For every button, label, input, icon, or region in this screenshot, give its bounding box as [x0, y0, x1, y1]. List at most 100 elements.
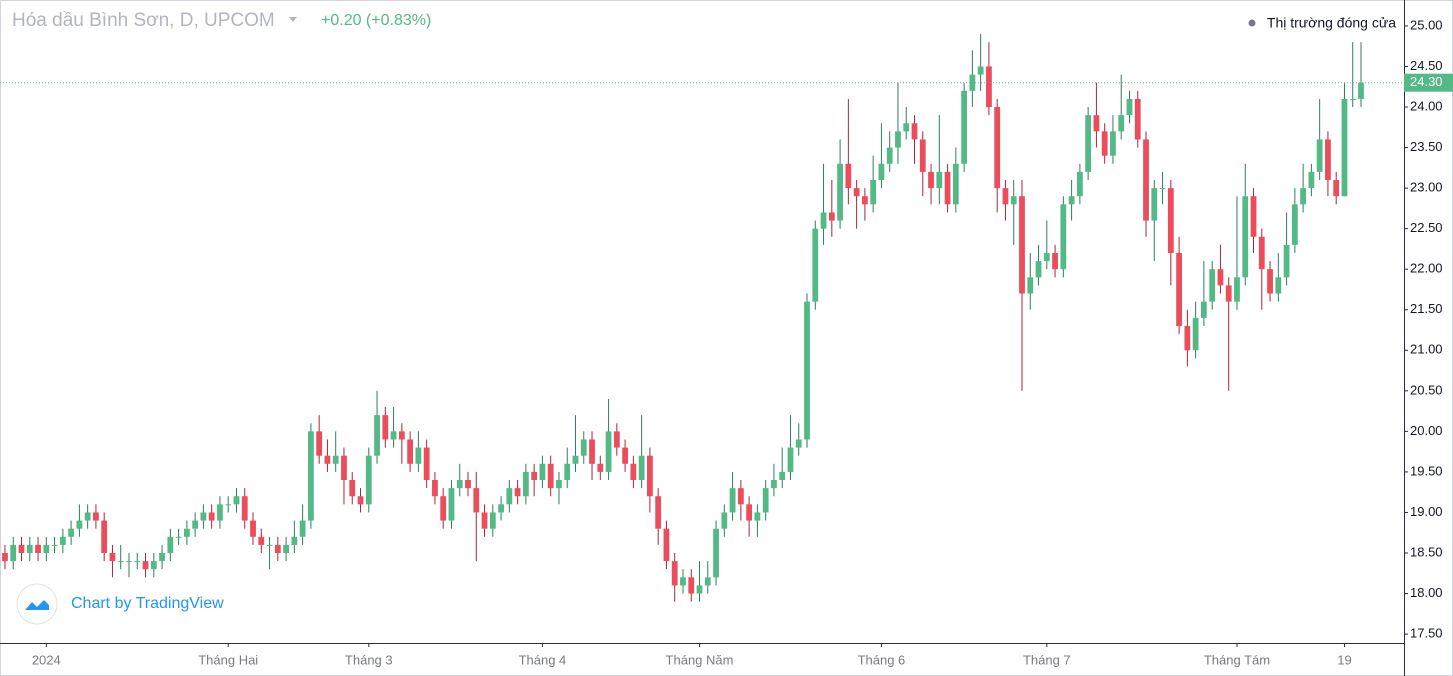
candle: [1002, 180, 1009, 221]
candle-body: [613, 431, 620, 448]
watermark[interactable]: Chart by TradingView: [16, 583, 224, 625]
candle-body: [407, 439, 414, 464]
candle: [208, 504, 215, 529]
candle-body: [580, 439, 587, 456]
candle: [886, 131, 893, 172]
candle-body: [1019, 196, 1025, 294]
candle: [1358, 42, 1364, 108]
candle-body: [1192, 317, 1199, 351]
candle-body: [944, 171, 951, 205]
candle-body: [870, 180, 877, 205]
candle-body: [853, 188, 860, 197]
market-status: Thị trường đóng cửa: [1267, 15, 1396, 31]
candle: [837, 139, 843, 229]
candle-body: [762, 488, 769, 513]
candle-body: [630, 463, 637, 481]
candle-body: [688, 577, 695, 594]
candle: [374, 390, 380, 464]
candle-body: [1093, 115, 1100, 132]
candle: [415, 431, 422, 472]
candle: [150, 552, 157, 578]
candle-body: [1333, 180, 1340, 197]
candle-body: [729, 488, 736, 513]
candle-body: [1358, 82, 1364, 99]
candle: [1184, 309, 1191, 367]
candle: [1308, 163, 1315, 197]
candle: [506, 480, 513, 513]
candle: [183, 520, 190, 545]
candle-body: [1325, 139, 1331, 181]
x-tick-label: 19: [1337, 652, 1351, 667]
candle: [514, 480, 521, 505]
candle: [398, 423, 405, 464]
candle-body: [828, 212, 835, 221]
candle: [1225, 277, 1232, 391]
x-tick-label: Tháng 4: [519, 652, 567, 667]
candle-body: [415, 447, 422, 464]
candle: [233, 488, 240, 513]
candle: [10, 536, 17, 570]
candle-body: [167, 536, 174, 553]
candle-body: [1242, 196, 1249, 278]
candle-body: [1134, 98, 1141, 140]
candle: [1052, 244, 1058, 278]
y-tick-label: 22.00: [1410, 261, 1443, 276]
candle: [704, 561, 711, 594]
candle: [870, 155, 877, 213]
logo: [25, 600, 49, 610]
candle: [795, 423, 802, 456]
candle-body: [936, 171, 943, 189]
candle-body: [1126, 98, 1133, 116]
y-tick-label: 22.50: [1410, 220, 1443, 235]
candle-body: [837, 163, 843, 221]
candle-body: [465, 480, 471, 489]
candle: [787, 415, 794, 481]
x-tick-label: Tháng Tám: [1204, 652, 1270, 667]
y-tick-label: 19.50: [1410, 463, 1443, 478]
candle-body: [1176, 252, 1182, 326]
candle-body: [1002, 188, 1009, 205]
candle-body: [1118, 115, 1125, 132]
candle-body: [994, 107, 1001, 189]
candle-body: [1184, 325, 1191, 351]
candle: [936, 115, 943, 205]
candle-body: [647, 455, 653, 497]
candle-body: [200, 512, 207, 521]
candle-body: [1267, 269, 1273, 294]
candle-body: [76, 520, 83, 529]
candle-body: [539, 463, 546, 481]
candle: [1201, 261, 1207, 326]
candle-body: [556, 480, 562, 489]
candle: [828, 180, 835, 237]
candle-body: [779, 471, 786, 481]
candle-body: [84, 512, 91, 521]
y-tick-label: 23.50: [1410, 139, 1443, 154]
candle-body: [183, 528, 190, 537]
candle-body: [531, 471, 538, 481]
candle: [1159, 171, 1166, 205]
candle-body: [283, 544, 289, 553]
candle-body: [217, 504, 223, 521]
candle: [1209, 261, 1216, 310]
candle: [76, 504, 83, 537]
candle: [721, 504, 728, 537]
candle-body: [208, 512, 215, 521]
candle: [655, 488, 662, 545]
candle: [2, 544, 8, 570]
candle: [605, 398, 612, 481]
candle-body: [754, 512, 761, 521]
candle-body: [696, 585, 703, 594]
candle-body: [1027, 277, 1034, 294]
candle-body: [250, 520, 256, 537]
candle-body: [93, 512, 99, 521]
candle: [547, 455, 554, 497]
dropdown-icon[interactable]: [289, 17, 297, 22]
candle-body: [1275, 277, 1282, 294]
candle-body: [861, 196, 868, 205]
candle-body: [390, 431, 397, 440]
candle-body: [845, 163, 852, 189]
candle-body: [804, 301, 810, 440]
candle: [266, 536, 273, 570]
candle: [1043, 220, 1050, 270]
candle: [1010, 180, 1017, 245]
